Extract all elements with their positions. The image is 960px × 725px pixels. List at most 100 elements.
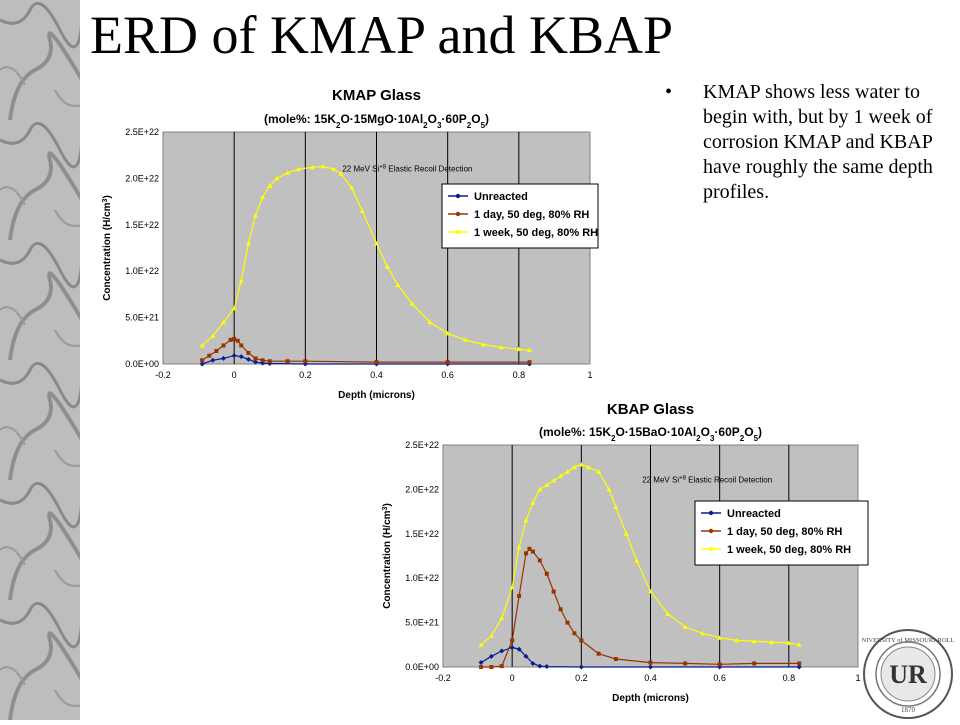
kbap-x-tick: -0.2 <box>435 673 451 683</box>
kmap-data-point <box>285 170 291 175</box>
kbap-y-tick: 2.5E+22 <box>405 440 439 450</box>
kbap-y-tick: 1.0E+22 <box>405 573 439 583</box>
kbap-series-line <box>480 463 800 646</box>
kmap-y-label: Concentration (H/cm3) <box>102 195 114 301</box>
kbap-data-point <box>578 664 584 670</box>
kbap-data-point <box>537 486 543 492</box>
kmap-data-point <box>527 347 533 353</box>
kmap-x-tick: 0 <box>232 370 237 380</box>
kbap-data-point <box>682 624 688 630</box>
kbap-data-point <box>551 589 556 594</box>
kbap-data-point <box>530 549 535 554</box>
kbap-data-point <box>796 664 802 670</box>
kbap-chart-svg: KBAP Glass (mole%: 15K2O·15BaO·10Al2O3·60… <box>382 401 869 704</box>
kbap-data-point <box>499 648 505 654</box>
kmap-y-tick: 2.5E+22 <box>125 127 159 137</box>
kmap-data-point <box>267 183 273 188</box>
kbap-legend-label: 1 day, 50 deg, 80% RH <box>727 526 842 538</box>
kbap-data-point <box>648 589 653 594</box>
kmap-data-point <box>214 349 219 354</box>
kbap-data-point <box>596 651 601 656</box>
kbap-data-point <box>613 504 619 510</box>
kbap-data-point <box>665 611 671 616</box>
kbap-data-point <box>565 469 570 474</box>
kbap-data-point <box>499 664 504 669</box>
kbap-data-point <box>537 663 543 669</box>
kmap-data-point <box>374 240 379 246</box>
kmap-data-point <box>260 194 266 199</box>
kmap-data-point <box>295 166 301 172</box>
kbap-data-point <box>530 500 536 505</box>
kbap-data-point <box>606 486 612 492</box>
kmap-data-point <box>445 330 451 336</box>
bullet-text: KMAP shows less water to begin with, but… <box>703 81 933 203</box>
kmap-y-tick: 5.0E+21 <box>125 313 159 323</box>
kbap-data-point <box>479 665 484 669</box>
kmap-legend-marker <box>455 229 461 235</box>
kbap-data-point <box>516 544 522 550</box>
kbap-data-point <box>544 571 549 576</box>
kbap-data-point <box>527 546 532 551</box>
seal-logo: UR UNIVERSITY of MISSOURI-ROLLA 1870 <box>857 629 959 719</box>
kbap-y-tick: 5.0E+21 <box>405 618 439 628</box>
kbap-data-point <box>544 482 550 487</box>
kmap-data-point <box>395 282 401 288</box>
kbap-y-tick: 2.0E+22 <box>405 484 439 494</box>
kmap-title: KMAP Glass <box>332 87 421 104</box>
kbap-data-point <box>565 620 570 625</box>
kmap-data-point <box>462 337 468 342</box>
kmap-data-point <box>359 208 365 213</box>
kmap-y-tick: 2.0E+22 <box>125 173 159 183</box>
kmap-x-tick: 0.4 <box>370 370 383 380</box>
kmap-data-point <box>246 350 251 355</box>
seal-monogram: UR <box>889 660 927 689</box>
kbap-y-tick: 0.0E+00 <box>405 662 439 672</box>
kmap-data-point <box>210 333 216 339</box>
kmap-data-point <box>374 360 379 365</box>
kmap-y-tick: 0.0E+00 <box>125 359 159 369</box>
kbap-data-point <box>699 630 705 636</box>
kbap-legend-marker <box>708 510 714 516</box>
kbap-data-point <box>523 517 529 523</box>
kmap-data-point <box>427 319 433 325</box>
kmap-data-point <box>338 171 344 176</box>
cracked-texture-image <box>0 0 82 720</box>
kbap-data-point <box>752 661 757 666</box>
kmap-data-point <box>245 356 251 362</box>
kbap-legend-label: Unreacted <box>727 508 781 520</box>
kbap-data-point <box>499 615 505 621</box>
kmap-data-point <box>245 240 251 246</box>
kmap-data-point <box>231 305 237 311</box>
kbap-data-point <box>648 660 653 665</box>
kbap-series-line <box>481 548 800 668</box>
kmap-data-point <box>238 277 244 283</box>
kbap-subtitle: (mole%: 15K2O·15BaO·10Al2O3·60P2O5) <box>539 425 762 443</box>
kmap-annotation: 22 MeV Si+8 Elastic Recoil Detection <box>342 164 472 173</box>
kmap-data-point <box>516 346 522 352</box>
kmap-y-tick: 1.5E+22 <box>125 220 159 230</box>
kmap-legend-label: 1 week, 50 deg, 80% RH <box>474 227 598 239</box>
kmap-x-tick: -0.2 <box>155 370 171 380</box>
kmap-legend-label: 1 day, 50 deg, 80% RH <box>474 209 589 221</box>
kmap-data-point <box>232 336 237 341</box>
kmap-data-point <box>253 213 259 218</box>
kmap-data-point <box>199 361 205 367</box>
kmap-legend-marker <box>455 211 461 217</box>
kmap-x-tick: 0.8 <box>513 370 526 380</box>
kmap-data-point <box>309 164 315 170</box>
kbap-data-point <box>572 631 577 636</box>
kmap-data-point <box>235 338 240 343</box>
kbap-chart: KBAP Glass (mole%: 15K2O·15BaO·10Al2O3·60… <box>370 395 870 720</box>
kbap-data-point <box>613 657 618 662</box>
kbap-y-label: Concentration (H/cm3) <box>382 503 394 609</box>
kbap-data-point <box>634 557 640 563</box>
kmap-y-tick: 1.0E+22 <box>125 266 159 276</box>
kbap-annotation: 22 MeV Si+8 Elastic Recoil Detection <box>642 476 772 485</box>
kbap-x-tick: 0.2 <box>575 673 588 683</box>
kbap-data-point <box>516 646 522 652</box>
kbap-legend <box>694 500 869 566</box>
kbap-x-tick: 0 <box>510 673 515 683</box>
kmap-data-point <box>253 356 258 361</box>
kbap-data-point <box>796 642 802 647</box>
kbap-data-point <box>769 639 775 645</box>
